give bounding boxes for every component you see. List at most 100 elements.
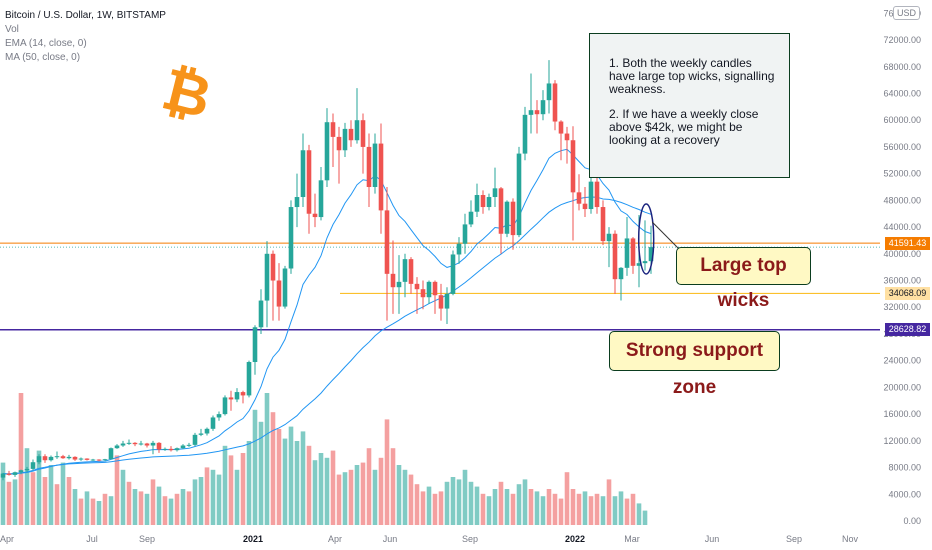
volume-bar	[96, 501, 102, 525]
volume-bar	[372, 469, 378, 525]
candle-body	[306, 150, 312, 214]
volume-bar	[276, 429, 282, 525]
candle-body	[234, 392, 240, 400]
volume-bar	[204, 467, 210, 525]
candle-body	[372, 143, 378, 187]
volume-bar	[348, 469, 354, 525]
volume-bar	[312, 460, 318, 525]
volume-bar	[594, 493, 600, 525]
x-tick-label: Jun	[383, 534, 398, 544]
candle-body	[534, 110, 540, 115]
volume-bar	[528, 489, 534, 525]
candle-body	[648, 247, 654, 262]
volume-legend: Vol	[5, 24, 19, 35]
candle-body	[360, 120, 366, 147]
ma-legend: MA (50, close, 0)	[5, 52, 81, 63]
candle-body	[210, 417, 216, 429]
candle-body	[228, 397, 234, 400]
candle-body	[252, 327, 258, 363]
candle-body	[552, 83, 558, 122]
candle-body	[132, 442, 138, 445]
candle-body	[240, 392, 246, 396]
volume-bar	[636, 503, 642, 525]
candle-body	[84, 458, 90, 460]
candle-body	[396, 281, 402, 288]
strong-support-price-badge: 28628.82	[885, 323, 930, 337]
volume-bar	[78, 498, 84, 525]
volume-bar	[294, 441, 300, 525]
candle-body	[378, 143, 384, 211]
volume-bar	[210, 469, 216, 525]
mid-support-price-badge: 34068.09	[885, 286, 930, 300]
y-tick-label: 0.00	[903, 516, 921, 526]
note-point-2: 2. If we have a weekly close above $42k,…	[609, 107, 759, 147]
candle-body	[198, 433, 204, 435]
volume-bar	[474, 486, 480, 525]
strong-support-price-label: 28628.82	[888, 324, 927, 335]
candle-body	[468, 211, 474, 225]
candle-body	[120, 443, 126, 446]
candle-body	[456, 243, 462, 255]
chart-legend: Bitcoin / U.S. Dollar, 1W, BITSTAMP Vol …	[5, 9, 166, 65]
candle-body	[246, 362, 252, 396]
volume-bar	[18, 393, 24, 525]
candle-body	[144, 443, 150, 446]
volume-bar	[462, 469, 468, 525]
volume-bar	[30, 472, 36, 525]
y-tick-label: 40000.00	[883, 249, 921, 259]
candle-body	[12, 472, 18, 475]
candle-body	[102, 459, 108, 461]
wick-highlight-ellipse	[637, 203, 655, 275]
x-tick-label: Sep	[786, 534, 802, 544]
candle-body	[348, 128, 354, 141]
x-tick-label: Mar	[624, 534, 640, 544]
volume-bar	[12, 479, 18, 525]
candle-body	[318, 180, 324, 218]
candle-body	[510, 201, 516, 236]
candle-body	[72, 456, 78, 460]
volume-bar	[468, 481, 474, 525]
volume-bar	[552, 493, 558, 525]
x-tick-label: 2021	[243, 534, 263, 544]
candle-body	[168, 448, 174, 451]
candle-body	[222, 397, 228, 415]
volume-bar	[90, 498, 96, 525]
volume-bar	[144, 493, 150, 525]
volume-bar	[540, 496, 546, 525]
volume-bar	[258, 421, 264, 525]
volume-bar	[390, 448, 396, 525]
y-tick-label: 44000.00	[883, 222, 921, 232]
candle-body	[192, 434, 198, 445]
candle-body	[96, 459, 102, 461]
candle-body	[618, 267, 624, 280]
candle-body	[30, 462, 36, 469]
volume-bar	[132, 489, 138, 525]
candle-body	[564, 133, 570, 141]
candle-body	[624, 238, 630, 268]
volume-bar	[486, 496, 492, 525]
candle-body	[276, 280, 282, 307]
candle-body	[480, 195, 486, 208]
volume-bar	[546, 489, 552, 525]
candle-body	[78, 458, 84, 460]
volume-bar	[114, 455, 120, 525]
volume-bar	[42, 477, 48, 525]
candle-body	[294, 197, 300, 208]
candle-body	[174, 448, 180, 451]
candle-body	[414, 283, 420, 290]
candle-body	[270, 253, 276, 281]
volume-bar	[252, 409, 258, 525]
volume-bar	[606, 479, 612, 525]
x-tick-label: Sep	[462, 534, 478, 544]
volume-bar	[564, 472, 570, 525]
volume-bar	[480, 493, 486, 525]
volume-bar	[300, 431, 306, 525]
y-tick-label: 48000.00	[883, 195, 921, 205]
candle-body	[264, 253, 270, 301]
currency-badge[interactable]: USD	[892, 6, 920, 20]
volume-bar	[306, 445, 312, 525]
candle-body	[162, 448, 168, 450]
candle-body	[60, 456, 66, 459]
candle-body	[600, 207, 606, 242]
